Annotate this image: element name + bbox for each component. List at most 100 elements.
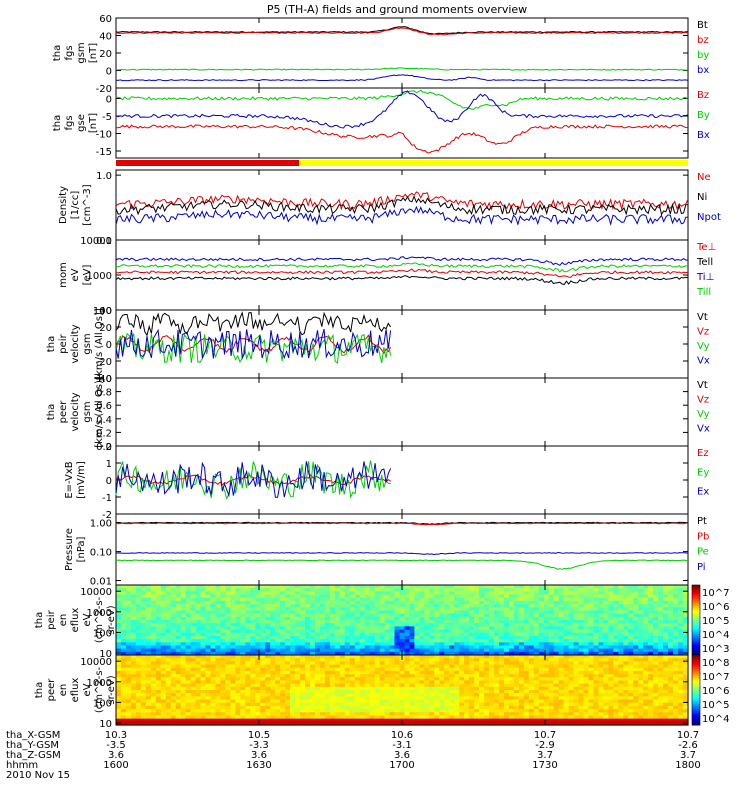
heatmap-cell (344, 645, 351, 650)
heatmap-cell (429, 658, 435, 662)
heatmap-cell (429, 712, 435, 717)
heatmap-cell (449, 712, 455, 717)
heatmap-cell (538, 607, 545, 612)
heatmap-cell (329, 667, 336, 672)
heatmap-cell (319, 674, 326, 678)
heatmap-cell (130, 591, 137, 596)
heatmap-cell (508, 616, 515, 621)
heatmap-cell (683, 588, 689, 592)
heatmap-cell (543, 610, 550, 615)
heatmap-cell (384, 690, 391, 694)
heatmap-cell (628, 639, 634, 643)
heatmap-cell (319, 600, 326, 605)
panel-10: 10^410^510^610^710^810100100010000thapee… (34, 654, 729, 730)
heatmap-cell (359, 629, 366, 634)
heatmap-cell (125, 632, 132, 637)
heatmap-cell (150, 597, 157, 602)
heatmap-cell (633, 594, 639, 599)
heatmap-cell (548, 613, 555, 618)
heatmap-cell (140, 718, 147, 723)
heatmap-cell (439, 658, 445, 662)
heatmap-cell (558, 664, 565, 669)
heatmap-cell (145, 626, 152, 631)
heatmap-cell (245, 613, 251, 618)
heatmap-cell (349, 702, 356, 707)
heatmap-cell (314, 674, 321, 678)
heatmap-cell (285, 709, 291, 713)
heatmap-cell (439, 709, 445, 713)
heatmap-cell (250, 696, 256, 701)
heatmap-cell (300, 607, 306, 612)
heatmap-cell (359, 721, 366, 726)
heatmap-cell (120, 670, 127, 675)
heatmap-cell (300, 712, 306, 717)
heatmap-cell (479, 709, 485, 713)
heatmap-cell (125, 702, 132, 707)
heatmap-cell (125, 642, 132, 647)
heatmap-cell (359, 600, 366, 605)
heatmap-cell (444, 690, 450, 694)
heatmap-cell (309, 597, 316, 602)
heatmap-cell (464, 648, 470, 653)
heatmap-cell (484, 607, 490, 612)
heatmap-cell (389, 655, 396, 659)
heatmap-cell (120, 683, 127, 688)
heatmap-cell (260, 715, 266, 720)
heatmap-cell (205, 616, 212, 621)
heatmap-cell (145, 709, 152, 713)
heatmap-cell (230, 661, 236, 666)
heatmap-cell (324, 620, 331, 624)
heatmap-cell (404, 712, 411, 717)
heatmap-cell (538, 600, 545, 605)
heatmap-cell (260, 677, 266, 682)
heatmap-cell (185, 639, 192, 643)
heatmap-cell (484, 651, 490, 656)
heatmap-cell (563, 610, 570, 615)
heatmap-cell (613, 610, 619, 615)
heatmap-cell (454, 629, 460, 634)
heatmap-cell (523, 683, 530, 688)
heatmap-cell (563, 648, 570, 653)
heatmap-cell (518, 588, 525, 592)
heatmap-cell (255, 705, 261, 710)
heatmap-cell (523, 718, 530, 723)
heatmap-cell (648, 600, 654, 605)
heatmap-cell (344, 639, 351, 643)
heatmap-cell (260, 683, 266, 688)
heatmap-cell (578, 632, 585, 637)
heatmap-cell (563, 604, 570, 608)
heatmap-cell (250, 639, 256, 643)
heatmap-cell (424, 629, 430, 634)
heatmap-cell (484, 715, 490, 720)
heatmap-cell (543, 607, 550, 612)
heatmap-cell (349, 709, 356, 713)
heatmap-cell (160, 651, 167, 656)
heatmap-cell (220, 674, 227, 678)
heatmap-cell (513, 607, 520, 612)
heatmap-cell (434, 661, 440, 666)
heatmap-cell (603, 642, 610, 647)
heatmap-cell (205, 664, 212, 669)
heatmap-cell (160, 686, 167, 691)
heatmap-cell (648, 594, 654, 599)
heatmap-cell (116, 604, 122, 608)
heatmap-cell (319, 585, 326, 589)
heatmap-cell (678, 616, 684, 621)
heatmap-cell (295, 683, 301, 688)
heatmap-cell (359, 642, 366, 647)
heatmap-cell (205, 718, 212, 723)
heatmap-cell (503, 632, 510, 637)
heatmap-cell (185, 721, 192, 726)
heatmap-cell (464, 613, 470, 618)
heatmap-cell (658, 588, 664, 592)
heatmap-cell (190, 696, 197, 701)
heatmap-cell (116, 623, 122, 627)
heatmap-cell (245, 616, 251, 621)
heatmap-cell (280, 696, 286, 701)
heatmap-cell (295, 648, 301, 653)
heatmap-cell (190, 632, 197, 637)
heatmap-cell (290, 664, 296, 669)
heatmap-cell (359, 705, 366, 710)
heatmap-cell (464, 686, 470, 691)
heatmap-cell (116, 705, 122, 710)
